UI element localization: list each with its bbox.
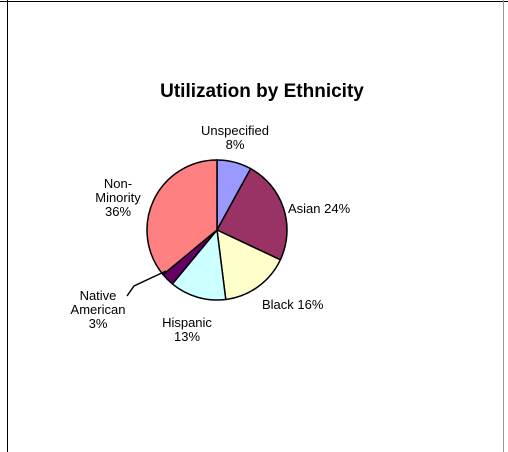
pie-slice-asian bbox=[215, 167, 288, 261]
pie-slices bbox=[146, 159, 288, 301]
pie-labels: Unspecified 8% Asian 24% Black 16% Hispanic 1… bbox=[71, 123, 351, 344]
chart-title: Utilization by Ethnicity bbox=[160, 81, 364, 102]
pie-slice-non-minority bbox=[146, 159, 218, 276]
pie-slice-black bbox=[216, 228, 282, 301]
leader-line-native-american bbox=[126, 270, 167, 297]
pie-label-non-minority: Non-Minority 36% bbox=[95, 176, 141, 219]
pie-label-black: Black 16% bbox=[262, 297, 324, 312]
pie-label-native-american: Native American 3% bbox=[71, 288, 126, 331]
pie-label-hispanic: Hispanic 13% bbox=[162, 315, 212, 344]
pie-label-unspecified: Unspecified 8% bbox=[201, 123, 269, 152]
pie-label-asian: Asian 24% bbox=[288, 201, 351, 216]
pie-slice-hispanic bbox=[171, 228, 227, 301]
